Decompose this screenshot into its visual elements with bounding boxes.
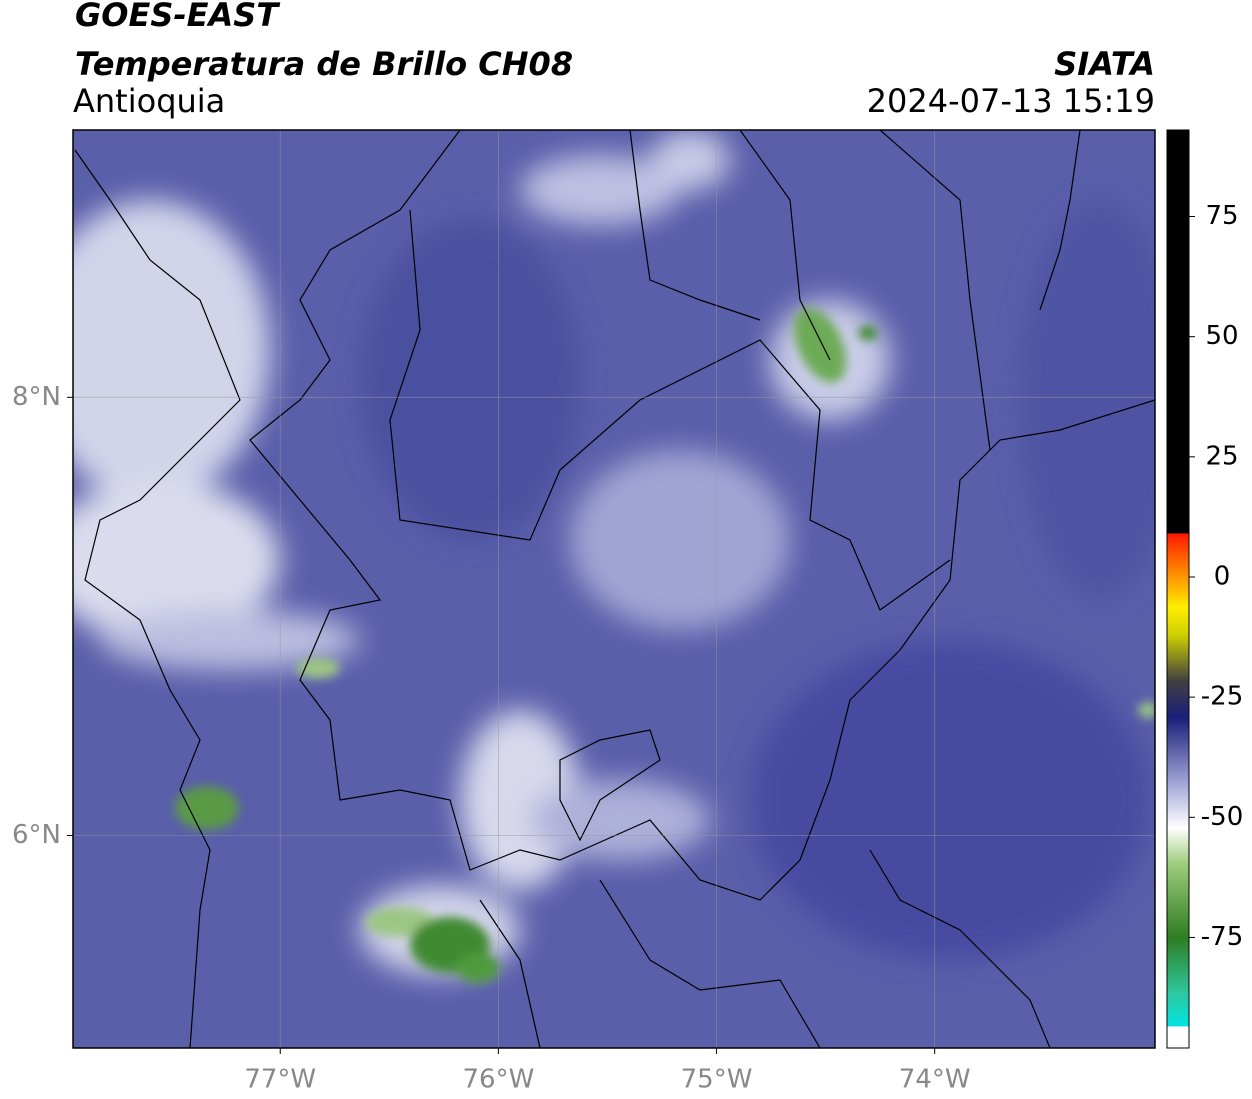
satellite-image: [73, 130, 1155, 1048]
y-tick-label: 8°N: [12, 382, 61, 412]
subtitle: Temperatura de Brillo CH08: [75, 45, 573, 83]
colorbar-tick-label: -75: [1201, 922, 1243, 952]
x-tick-label: 76°W: [462, 1065, 534, 1095]
colorbar-tick-label: 50: [1205, 321, 1238, 351]
source: SIATA: [1054, 45, 1155, 83]
colorbar-tick-label: 0: [1214, 561, 1231, 591]
colorbar-tick-label: 25: [1205, 441, 1238, 471]
y-tick-label: 6°N: [12, 820, 61, 850]
region: Antioquia: [73, 82, 225, 120]
map-frame: [72, 129, 1156, 1049]
colorbar-tick-label: -50: [1201, 802, 1243, 832]
graticule: [73, 130, 1155, 1048]
colorbar-tick-label: -25: [1201, 682, 1243, 712]
x-tick-label: 74°W: [899, 1065, 971, 1095]
title: GOES-EAST: [75, 0, 280, 34]
colorbar-tick-label: 75: [1205, 201, 1238, 231]
x-tick-label: 77°W: [244, 1065, 316, 1095]
colorbar: [1166, 129, 1190, 1049]
datetime: 2024-07-13 15:19: [867, 82, 1155, 120]
x-tick-label: 75°W: [681, 1065, 753, 1095]
